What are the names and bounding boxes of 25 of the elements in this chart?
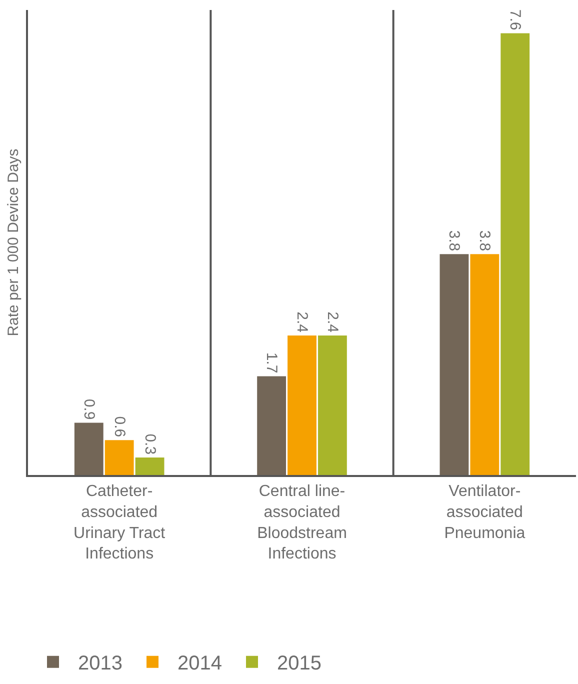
x-tick-label: Central line-associated Bloodstream Infections — [257, 483, 347, 563]
data-label: 2.4 — [294, 312, 310, 332]
data-label: 0.3 — [141, 434, 158, 455]
bar — [288, 336, 316, 475]
legend-label: 2015 — [277, 652, 322, 675]
bar — [470, 254, 500, 475]
bar — [500, 33, 530, 475]
bar — [257, 376, 286, 475]
x-tick-label: Catheter-associated Urinary Tract Infections — [74, 483, 166, 563]
data-label: 3.8 — [476, 230, 494, 252]
bar — [135, 458, 164, 475]
bar — [318, 336, 347, 475]
data-label: 0.6 — [110, 416, 128, 438]
legend-label: 2013 — [78, 652, 122, 675]
x-tick-label: Ventilator-associated Pneumonia — [444, 483, 526, 542]
data-label: 7.6 — [506, 9, 524, 30]
data-label: 2.4 — [324, 312, 341, 332]
y-axis-title: Rate per 1 000 Device Days — [4, 148, 22, 336]
legend-label: 2014 — [178, 652, 222, 675]
data-label: 0.9 — [80, 398, 98, 420]
data-label: 3.8 — [446, 230, 463, 252]
bar — [440, 254, 469, 475]
bar — [104, 440, 134, 475]
data-label: 1.7 — [263, 352, 280, 374]
bar — [74, 422, 104, 475]
